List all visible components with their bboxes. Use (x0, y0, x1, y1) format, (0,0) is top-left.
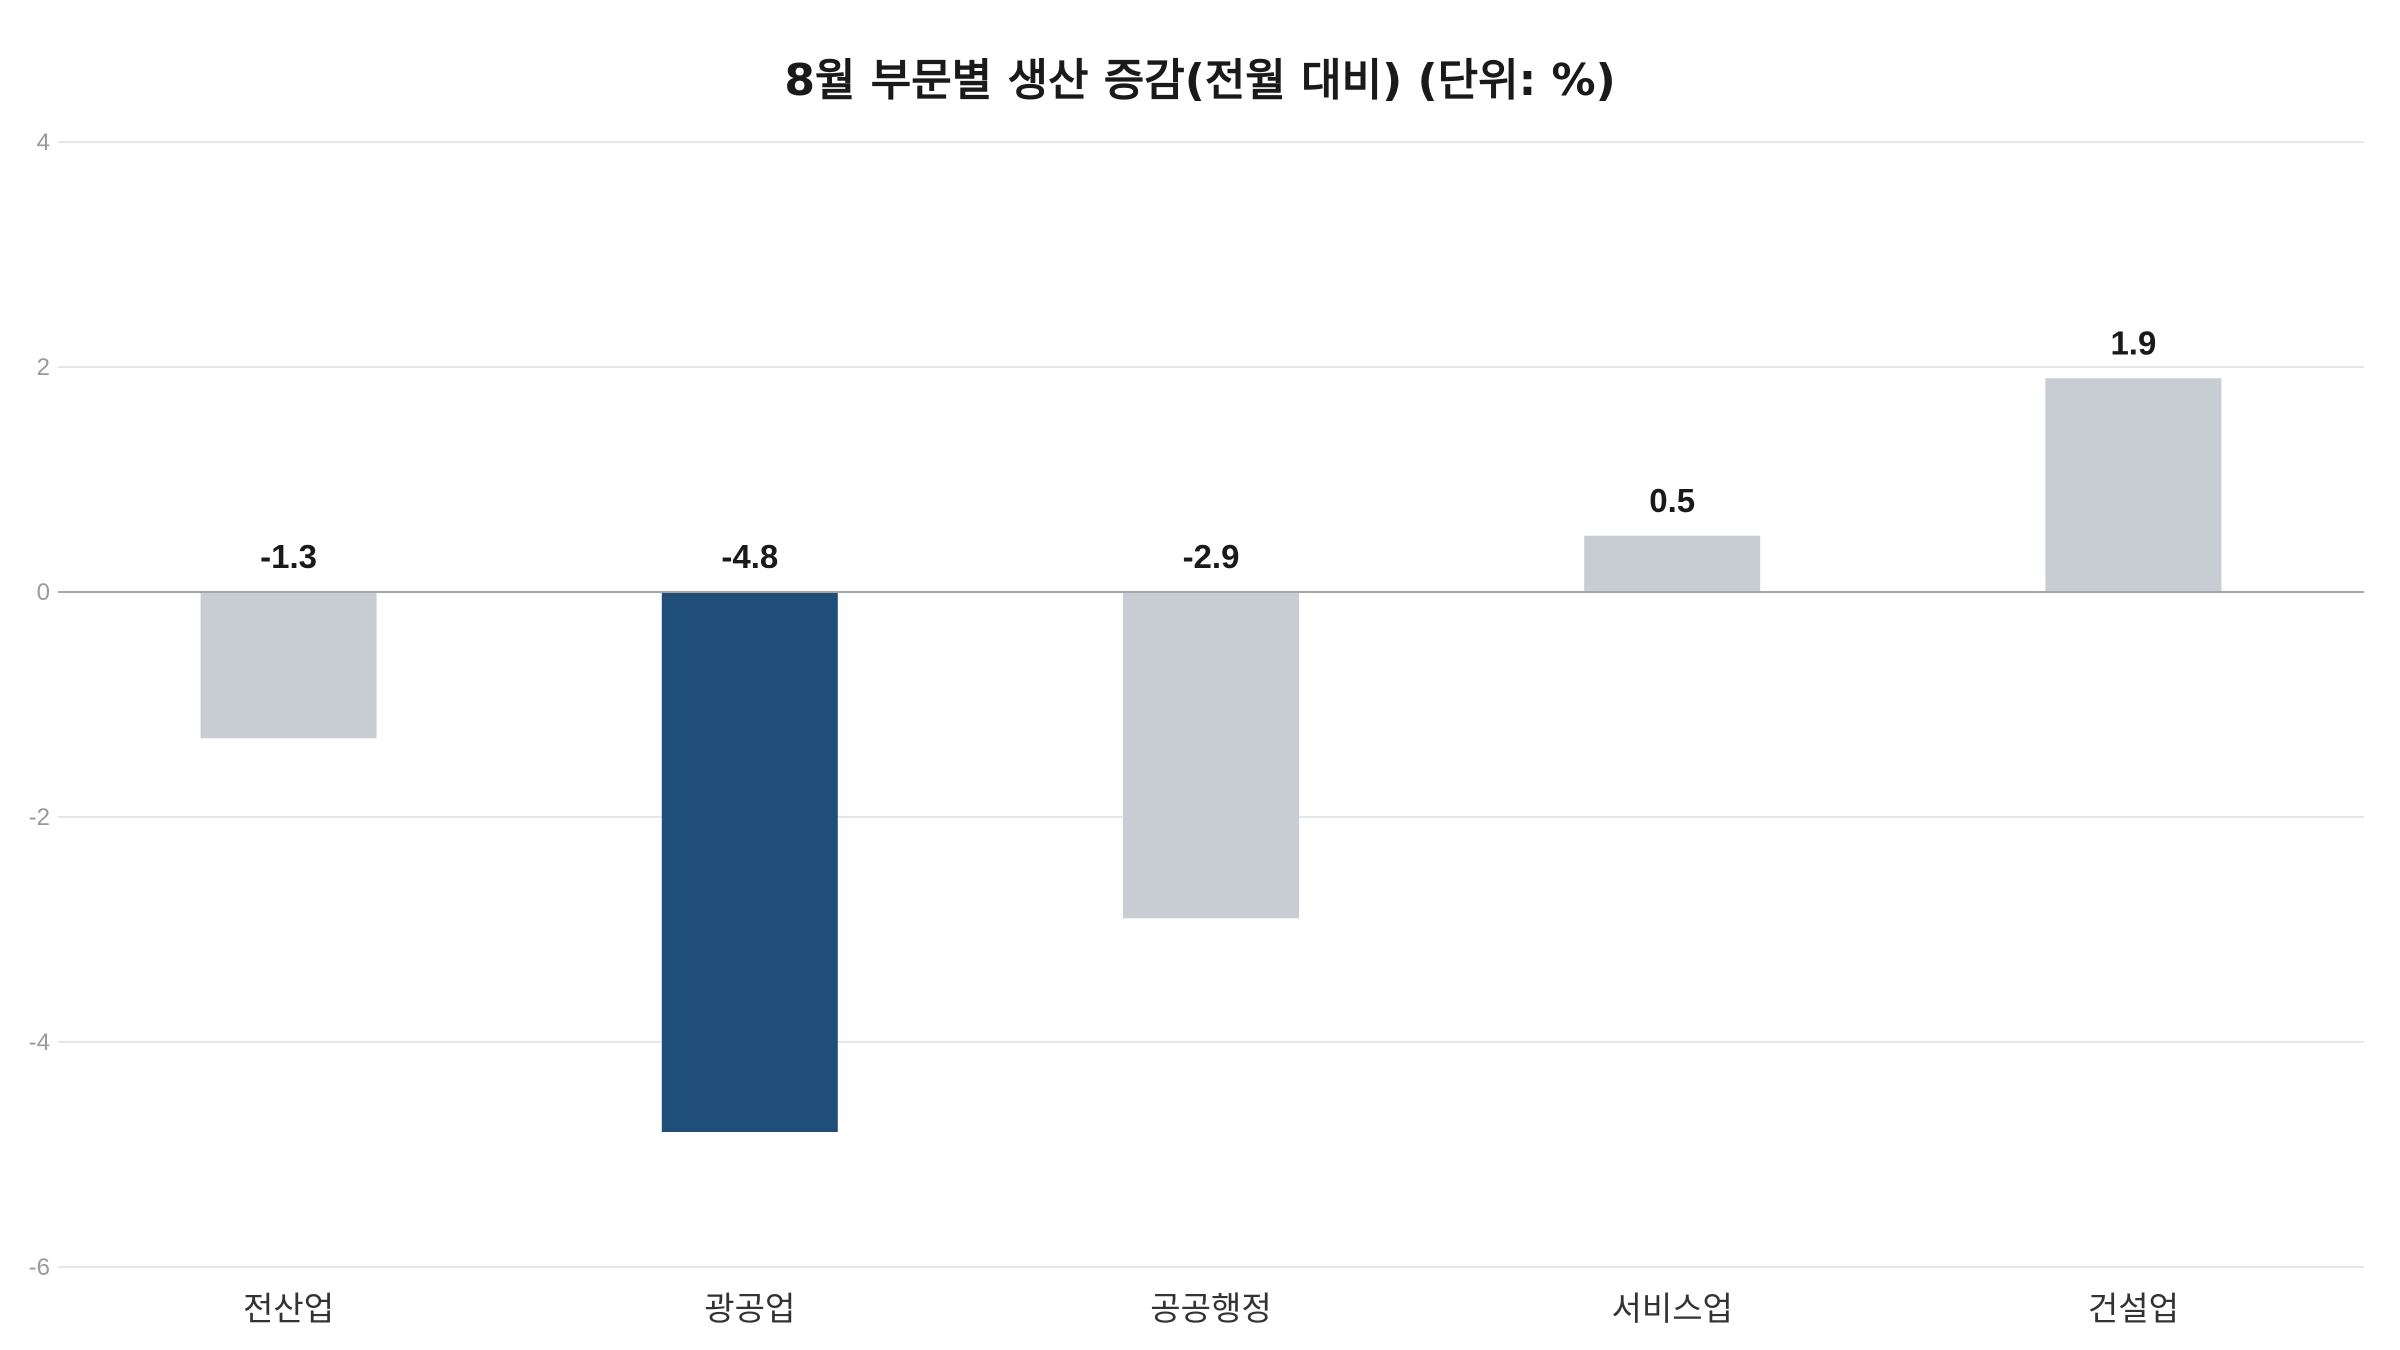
y-tick-label: 0 (37, 579, 50, 606)
data-label: 0.5 (1649, 482, 1695, 519)
chart-title: 8월 부문별 생산 증감(전월 대비) (단위: %) (784, 55, 1616, 106)
bar (2045, 378, 2222, 592)
data-label: -2.9 (1183, 538, 1240, 575)
bar (1123, 592, 1299, 919)
y-tick-label: 2 (37, 354, 50, 381)
x-tick-label: 공공행정 (1150, 1289, 1271, 1328)
x-tick-label: 광공업 (704, 1289, 795, 1328)
x-tick-label: 서비스업 (1611, 1289, 1732, 1328)
bar (661, 592, 838, 1132)
bar (200, 592, 377, 739)
bar-layer (58, 378, 2364, 1132)
data-label: -1.3 (260, 538, 317, 575)
x-tick-label: 전산업 (243, 1289, 334, 1328)
y-tick-label: 4 (37, 129, 50, 156)
y-tick-label: -2 (29, 804, 50, 831)
bar (1584, 535, 1761, 592)
x-tick-label: 건설업 (2088, 1289, 2179, 1328)
grid-layer: 4 2 0 -2 -4 -6 (29, 129, 2364, 1281)
data-label: -4.8 (721, 538, 778, 575)
y-tick-label: -6 (29, 1254, 50, 1281)
y-tick-label: -4 (29, 1029, 50, 1056)
label-layer: -1.3 전산업 -4.8 광공업 -2.9 공공행정 0.5 서비스업 1.9 건설업 (243, 324, 2179, 1328)
data-label: 1.9 (2110, 324, 2156, 361)
